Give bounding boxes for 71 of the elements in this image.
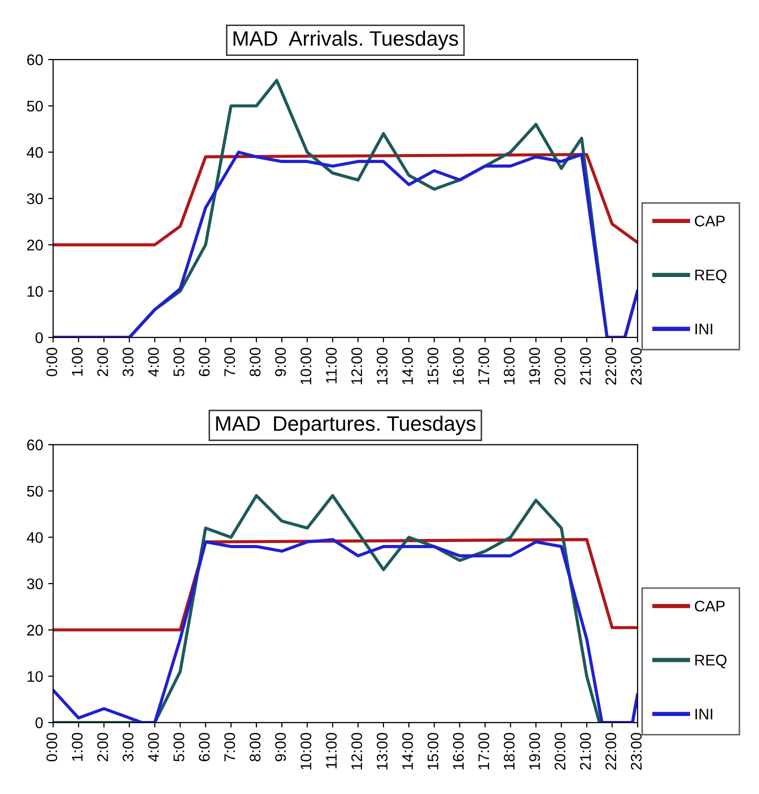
x-tick-label: 1:00 <box>72 732 83 761</box>
y-tick-label: 50 <box>27 486 43 497</box>
x-tick-label: 8:00 <box>250 732 261 762</box>
legend-label: REQ <box>695 654 726 668</box>
x-tick-label: 10:00 <box>300 732 312 770</box>
x-tick-label: 17:00 <box>478 348 490 384</box>
x-tick-label: 14:00 <box>402 348 413 384</box>
y-tick-label: 60 <box>27 440 43 450</box>
x-tick-label: 2:00 <box>97 732 108 762</box>
x-tick-label: 15:00 <box>428 348 438 384</box>
x-tick-label: 20:00 <box>554 348 566 385</box>
legend-label: REQ <box>695 270 726 284</box>
x-tick-label: 14:00 <box>402 732 413 770</box>
x-tick-label: 18:00 <box>504 348 515 384</box>
y-tick-label: 50 <box>27 100 43 112</box>
x-tick-label: 20:00 <box>554 732 566 770</box>
x-tick-label: 3:00 <box>122 348 134 376</box>
y-tick-label: 60 <box>27 54 43 66</box>
x-tick-label: 17:00 <box>478 732 490 770</box>
x-tick-label: 1:00 <box>72 348 83 376</box>
x-tick-label: 7:00 <box>224 732 236 762</box>
y-tick-label: 10 <box>28 671 43 682</box>
x-tick-label: 18:00 <box>504 732 515 770</box>
legend-label: INI <box>696 708 712 720</box>
y-tick-label: 30 <box>27 193 43 204</box>
x-tick-label: 9:00 <box>275 732 286 762</box>
x-tick-label: 16:00 <box>452 348 464 384</box>
x-tick-label: 0:00 <box>46 348 58 376</box>
x-tick-label: 9:00 <box>275 348 286 376</box>
x-tick-label: 22:00 <box>605 348 616 385</box>
x-tick-label: 15:00 <box>428 732 438 770</box>
legend-label: CAP <box>694 600 725 612</box>
y-tick-label: 20 <box>27 240 43 251</box>
y-tick-label: 20 <box>27 624 43 636</box>
y-tick-label: 10 <box>28 286 43 297</box>
x-tick-label: 12:00 <box>351 732 362 770</box>
y-tick-label: 0 <box>36 332 43 344</box>
y-tick-label: 40 <box>26 532 43 543</box>
x-tick-label: 6:00 <box>198 348 210 376</box>
legend-label: INI <box>696 324 712 334</box>
y-tick-label: 0 <box>36 717 43 728</box>
x-tick-label: 23:00 <box>630 348 642 385</box>
x-tick-label: 13:00 <box>376 348 388 384</box>
x-tick-label: 3:00 <box>122 732 134 762</box>
x-tick-label: 19:00 <box>529 348 540 384</box>
x-tick-label: 22:00 <box>605 732 616 770</box>
x-tick-label: 21:00 <box>580 348 591 385</box>
x-tick-label: 2:00 <box>97 348 108 376</box>
y-tick-label: 30 <box>27 578 43 590</box>
x-tick-label: 0:00 <box>46 732 58 762</box>
x-tick-label: 11:00 <box>326 732 337 768</box>
x-tick-label: 5:00 <box>173 348 184 376</box>
x-tick-label: 11:00 <box>326 348 337 384</box>
x-tick-label: 4:00 <box>148 732 159 762</box>
chart-title: MAD Arrivals. Tuesdays <box>234 30 458 50</box>
chart-title: MAD Departures. Tuesdays <box>216 416 476 436</box>
x-tick-label: 5:00 <box>173 732 184 762</box>
x-tick-label: 21:00 <box>580 732 591 770</box>
x-tick-label: 19:00 <box>529 732 540 770</box>
line-series <box>53 152 638 246</box>
x-tick-label: 6:00 <box>198 732 210 762</box>
legend-label: CAP <box>694 216 725 226</box>
x-tick-label: 12:00 <box>351 348 362 384</box>
x-tick-label: 8:00 <box>250 348 261 376</box>
x-tick-label: 4:00 <box>148 348 159 377</box>
y-tick-label: 40 <box>26 147 43 158</box>
x-tick-label: 7:00 <box>224 348 236 376</box>
x-tick-label: 16:00 <box>452 732 464 770</box>
x-tick-label: 13:00 <box>376 732 388 770</box>
x-tick-label: 10:00 <box>300 348 312 384</box>
x-tick-label: 23:00 <box>630 732 642 770</box>
